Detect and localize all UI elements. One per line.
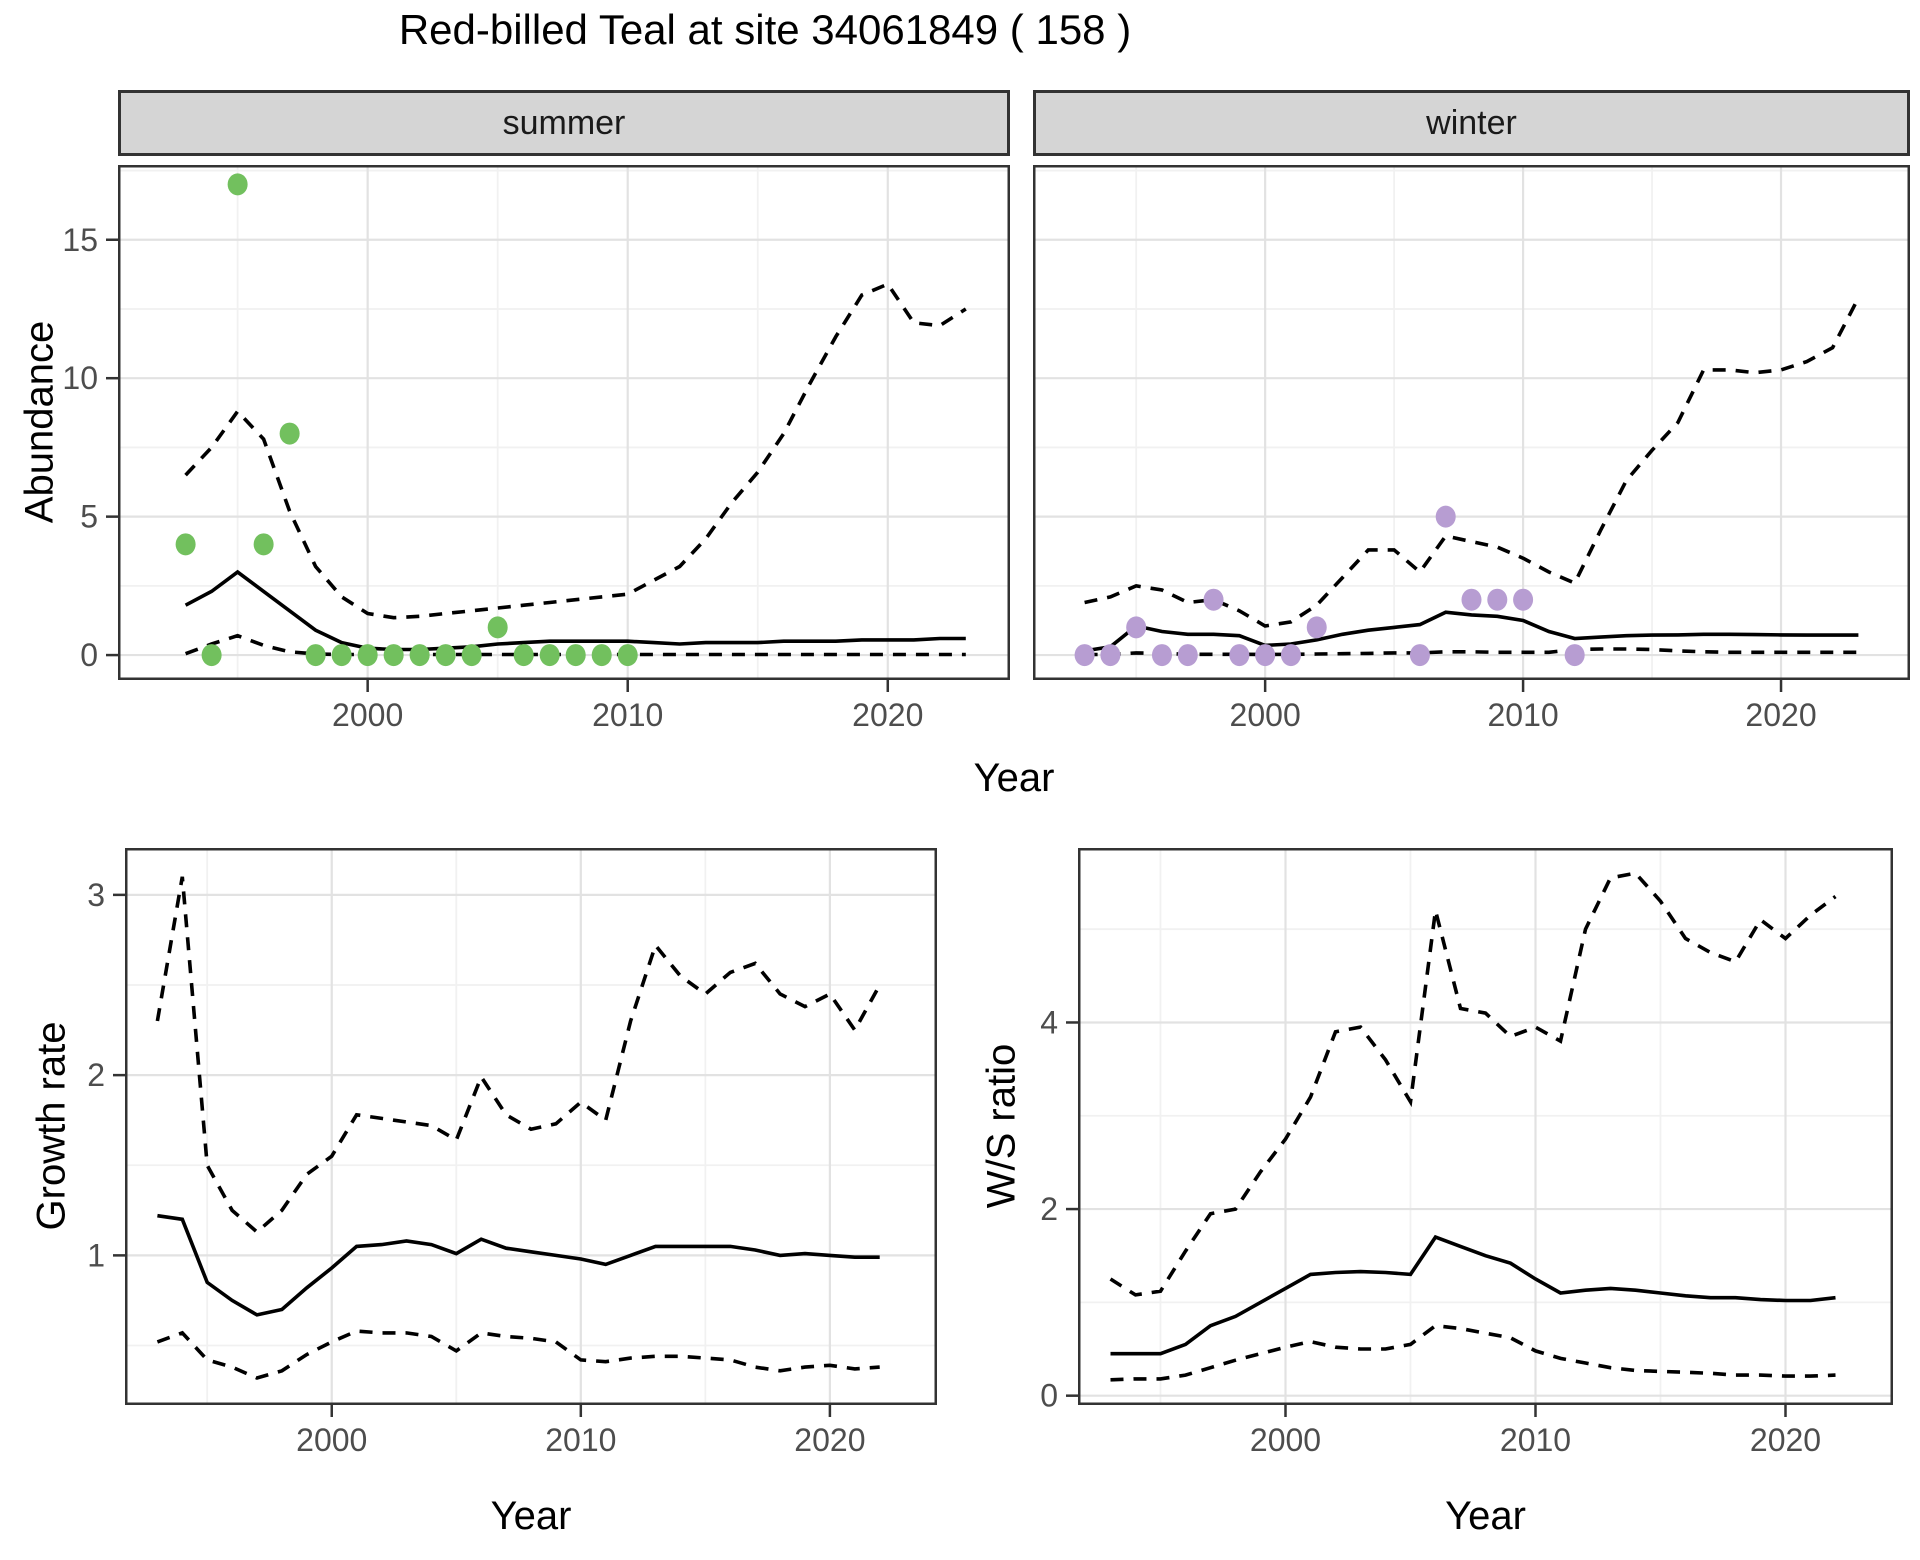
winter-observed-point	[1203, 588, 1224, 611]
summer-observed-point	[305, 644, 326, 667]
winter-median-line	[1084, 610, 1859, 653]
growth-upper_ci-line	[155, 876, 882, 1235]
winter-observed-point	[1461, 588, 1482, 611]
summer-y-tick-label: 10	[62, 360, 98, 396]
summer-y-tick-label: 15	[62, 222, 98, 258]
ws-median-line	[1110, 1234, 1836, 1356]
growth-rate-panel: 2000 2010 2020 1 2 3	[87, 848, 937, 1458]
winter-x-tick-label: 2000	[1230, 697, 1301, 733]
winter-observed-point	[1151, 644, 1172, 667]
growth-lower_ci-line	[156, 1329, 880, 1380]
growth-y-tick-label: 2	[87, 1057, 105, 1093]
summer-observed-point	[331, 644, 352, 667]
summer-median-line	[184, 569, 966, 652]
winter-observed-point	[1255, 644, 1276, 667]
x-axis-title-year-bottom-left: Year	[490, 1494, 572, 1538]
facet-strip-winter: winter	[1033, 90, 1910, 156]
growth-x-tick-label: 2010	[545, 1422, 616, 1458]
winter-observed-point	[1487, 588, 1508, 611]
summer-observed-point	[227, 173, 248, 196]
ws-upper_ci-line	[1109, 871, 1837, 1297]
winter-observed-point	[1513, 588, 1534, 611]
growth-x-tick-label: 2020	[794, 1422, 865, 1458]
facet-strip-summer: summer	[118, 90, 1010, 156]
winter-observed-point	[1229, 644, 1250, 667]
summer-observed-point	[175, 533, 196, 556]
summer-observed-point	[383, 644, 404, 667]
growth-median-line	[157, 1213, 880, 1317]
summer-x-tick-label: 2000	[332, 697, 403, 733]
summer-observed-point	[461, 644, 482, 667]
summer-x-tick-label: 2020	[852, 697, 923, 733]
facet-strip-summer-label: summer	[502, 103, 626, 142]
summer-observed-point	[201, 644, 222, 667]
summer-observed-point	[487, 616, 508, 639]
winter-observed-point	[1177, 644, 1198, 667]
ws-y-tick-label: 0	[1040, 1378, 1058, 1414]
summer-observed-point	[279, 422, 300, 445]
growth-x-tick-label: 2000	[296, 1422, 367, 1458]
winter-observed-point	[1280, 644, 1301, 667]
winter-abundance-panel: 2000 2010 2020	[1033, 165, 1910, 733]
summer-y-tick-label: 0	[80, 637, 98, 673]
summer-abundance-panel: 2000 2010 2020 0 5 10 15	[62, 165, 1010, 733]
winter-x-tick-label: 2020	[1745, 697, 1816, 733]
winter-observed-point	[1306, 616, 1327, 639]
ws-lower_ci-line	[1110, 1323, 1836, 1382]
summer-observed-point	[539, 644, 560, 667]
winter-observed-point	[1100, 644, 1121, 667]
summer-x-tick-label: 2010	[592, 697, 663, 733]
ws-x-tick-label: 2020	[1750, 1422, 1821, 1458]
summer-observed-point	[435, 644, 456, 667]
winter-observed-point	[1126, 616, 1147, 639]
summer-y-tick-label: 5	[80, 499, 98, 535]
x-axis-title-year-bottom-right: Year	[1445, 1494, 1526, 1538]
ws-ratio-panel: 2000 2010 2020 0 2 4	[1040, 848, 1893, 1458]
summer-observed-point	[253, 533, 274, 556]
winter-observed-point	[1435, 505, 1456, 528]
summer-observed-point	[409, 644, 430, 667]
summer-upper_ci-line	[184, 281, 967, 620]
y-axis-title-abundance: Abundance	[17, 320, 62, 524]
y-axis-title-ws-ratio: W/S ratio	[979, 1043, 1024, 1209]
summer-observed-point	[617, 644, 638, 667]
summer-observed-point	[565, 644, 586, 667]
summer-observed-point	[591, 644, 612, 667]
summer-observed-point	[357, 644, 378, 667]
growth-y-tick-label: 3	[87, 877, 105, 913]
growth-y-tick-label: 1	[87, 1237, 105, 1273]
winter-x-tick-label: 2010	[1487, 697, 1558, 733]
ws-y-tick-label: 2	[1040, 1191, 1058, 1227]
ws-y-tick-label: 4	[1040, 1004, 1058, 1040]
winter-observed-point	[1074, 644, 1095, 667]
summer-observed-point	[513, 644, 534, 667]
page-title: Red-billed Teal at site 34061849 ( 158 )	[398, 6, 1132, 53]
facet-strip-winter-label: winter	[1426, 103, 1517, 142]
ws-x-tick-label: 2000	[1250, 1422, 1321, 1458]
winter-observed-point	[1564, 644, 1585, 667]
ws-x-tick-label: 2010	[1500, 1422, 1571, 1458]
winter-lower_ci-line	[1084, 647, 1859, 657]
x-axis-title-year-top: Year	[973, 756, 1055, 800]
y-axis-title-growth-rate: Growth rate	[29, 1021, 74, 1231]
winter-observed-point	[1409, 644, 1430, 667]
